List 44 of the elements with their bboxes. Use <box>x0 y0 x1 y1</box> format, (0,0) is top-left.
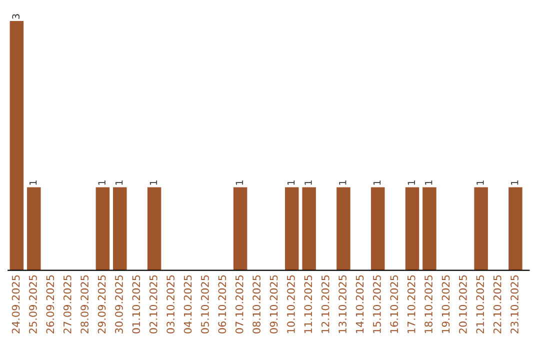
x-tick-label: 20.10.2025 <box>458 275 467 334</box>
x-tick-label: 10.10.2025 <box>287 275 295 333</box>
x-tick-label: 13.10.2025 <box>338 275 346 333</box>
x-tick-label: 09.10.2025 <box>270 275 278 334</box>
data-label: 1 <box>150 180 157 185</box>
x-tick-label: 30.09.2025 <box>115 275 123 334</box>
x-tick-label: 25.09.2025 <box>29 275 37 334</box>
data-label: 3 <box>12 14 20 19</box>
data-label: 1 <box>511 180 518 185</box>
x-tick-label: 05.10.2025 <box>201 275 209 334</box>
x-tick-label: 17.10.2025 <box>407 275 416 333</box>
x-tick-label: 02.10.2025 <box>149 275 158 334</box>
x-tick-label: 03.10.2025 <box>166 275 175 334</box>
data-label: 1 <box>287 180 295 185</box>
x-tick-label: 21.10.2025 <box>476 275 484 334</box>
x-tick-label: 28.09.2025 <box>80 275 89 334</box>
x-tick-label: 08.10.2025 <box>252 275 260 334</box>
x-tick-label: 14.10.2025 <box>356 275 364 333</box>
x-tick-label: 23.10.2025 <box>510 275 518 334</box>
data-label: 1 <box>304 180 312 185</box>
x-tick-label: 11.10.2025 <box>304 275 312 333</box>
x-tick-label: 15.10.2025 <box>373 275 381 333</box>
x-tick-label: 22.10.2025 <box>493 275 502 334</box>
x-tick-label: 18.10.2025 <box>424 275 432 333</box>
data-label: 1 <box>408 180 415 185</box>
x-tick-label: 16.10.2025 <box>390 275 398 333</box>
x-tick-label: 07.10.2025 <box>235 275 244 334</box>
data-label: 1 <box>236 180 243 185</box>
data-label: 1 <box>425 180 432 185</box>
x-tick-label: 01.10.2025 <box>132 275 140 334</box>
data-label: 1 <box>373 180 381 185</box>
data-label: 1 <box>339 180 346 185</box>
x-tick-label: 19.10.2025 <box>442 275 450 333</box>
data-label: 1 <box>29 180 37 185</box>
x-tick-label: 12.10.2025 <box>321 275 330 333</box>
x-tick-label: 26.09.2025 <box>46 275 54 334</box>
x-tick-label: 27.09.2025 <box>63 275 72 334</box>
x-tick-label: 24.09.2025 <box>12 275 20 334</box>
data-label: 1 <box>476 180 484 185</box>
x-tick-label: 06.10.2025 <box>218 275 226 334</box>
data-label: 1 <box>98 180 106 185</box>
data-label: 1 <box>115 180 123 185</box>
x-tick-label: 04.10.2025 <box>184 275 192 334</box>
x-tick-label: 29.09.2025 <box>98 275 106 334</box>
